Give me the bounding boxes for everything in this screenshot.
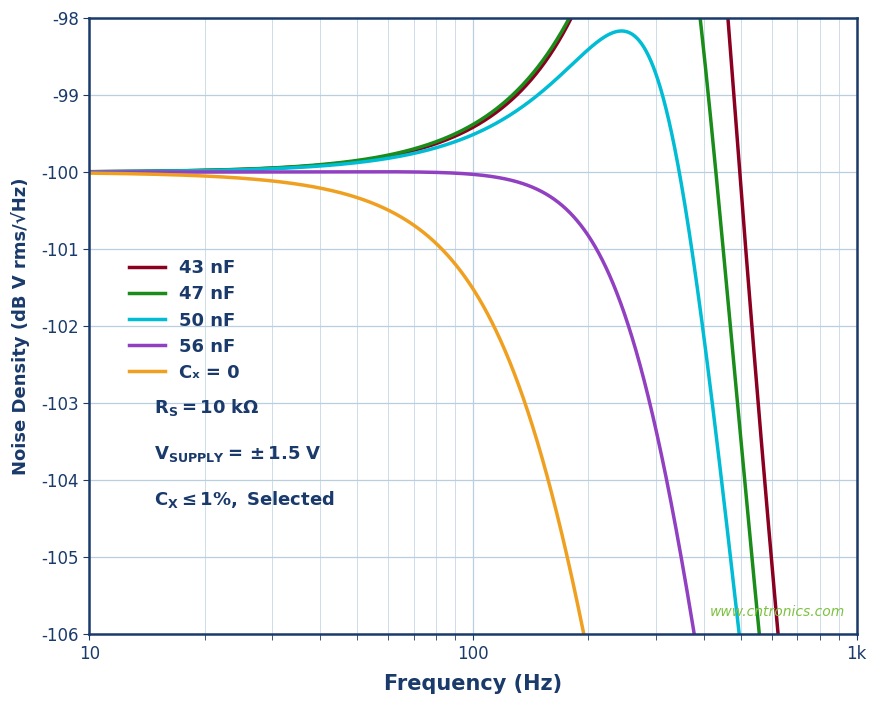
Line: 43 nF: 43 nF bbox=[89, 0, 856, 673]
Text: $\mathbf{C_X \leq 1\%,\ Selected}$: $\mathbf{C_X \leq 1\%,\ Selected}$ bbox=[154, 489, 335, 510]
47 nF bbox=[753, 629, 764, 637]
56 nF bbox=[171, 168, 182, 176]
47 nF bbox=[84, 168, 95, 176]
Legend: 43 nF, 47 nF, 50 nF, 56 nF, Cₓ = 0: 43 nF, 47 nF, 50 nF, 56 nF, Cₓ = 0 bbox=[121, 252, 246, 389]
43 nF bbox=[217, 166, 227, 174]
56 nF bbox=[363, 168, 374, 176]
Cₓ = 0 bbox=[378, 204, 389, 212]
56 nF bbox=[378, 168, 389, 176]
Cₓ = 0 bbox=[753, 668, 764, 677]
Cₓ = 0 bbox=[84, 169, 95, 178]
Cₓ = 0 bbox=[217, 173, 227, 181]
Line: 50 nF: 50 nF bbox=[89, 31, 856, 673]
56 nF bbox=[695, 668, 705, 677]
43 nF bbox=[836, 668, 846, 677]
X-axis label: Frequency (Hz): Frequency (Hz) bbox=[383, 674, 561, 694]
Text: www.cntronics.com: www.cntronics.com bbox=[709, 605, 845, 619]
43 nF bbox=[851, 668, 861, 677]
Cₓ = 0 bbox=[851, 668, 861, 677]
47 nF bbox=[757, 668, 767, 677]
50 nF bbox=[84, 168, 95, 176]
50 nF bbox=[411, 149, 422, 157]
56 nF bbox=[84, 168, 95, 176]
43 nF bbox=[378, 153, 389, 161]
43 nF bbox=[171, 166, 182, 175]
Cₓ = 0 bbox=[171, 171, 182, 179]
50 nF bbox=[851, 668, 861, 677]
56 nF bbox=[836, 668, 846, 677]
Line: 56 nF: 56 nF bbox=[89, 172, 856, 673]
Text: $\mathbf{V_{SUPPLY} = \pm1.5\ V}$: $\mathbf{V_{SUPPLY} = \pm1.5\ V}$ bbox=[154, 443, 322, 464]
50 nF bbox=[738, 668, 748, 677]
43 nF bbox=[84, 168, 95, 176]
56 nF bbox=[753, 668, 764, 677]
47 nF bbox=[851, 668, 861, 677]
Cₓ = 0 bbox=[586, 668, 596, 677]
Cₓ = 0 bbox=[411, 223, 422, 231]
50 nF bbox=[378, 155, 389, 164]
43 nF bbox=[775, 668, 786, 677]
50 nF bbox=[217, 166, 227, 175]
43 nF bbox=[753, 411, 764, 419]
50 nF bbox=[616, 27, 626, 35]
50 nF bbox=[171, 167, 182, 176]
56 nF bbox=[851, 668, 861, 677]
50 nF bbox=[753, 668, 764, 677]
50 nF bbox=[836, 668, 846, 677]
Y-axis label: Noise Density (dB V rms/√Hz): Noise Density (dB V rms/√Hz) bbox=[11, 178, 30, 475]
47 nF bbox=[217, 166, 227, 174]
43 nF bbox=[411, 145, 422, 154]
56 nF bbox=[217, 168, 227, 176]
Line: 47 nF: 47 nF bbox=[89, 0, 856, 673]
47 nF bbox=[836, 668, 846, 677]
Text: $\mathbf{R_S = 10\ k\Omega}$: $\mathbf{R_S = 10\ k\Omega}$ bbox=[154, 396, 260, 417]
Line: Cₓ = 0: Cₓ = 0 bbox=[89, 173, 856, 673]
47 nF bbox=[411, 144, 422, 152]
47 nF bbox=[171, 166, 182, 175]
Cₓ = 0 bbox=[836, 668, 846, 677]
56 nF bbox=[411, 168, 422, 176]
47 nF bbox=[378, 152, 389, 160]
